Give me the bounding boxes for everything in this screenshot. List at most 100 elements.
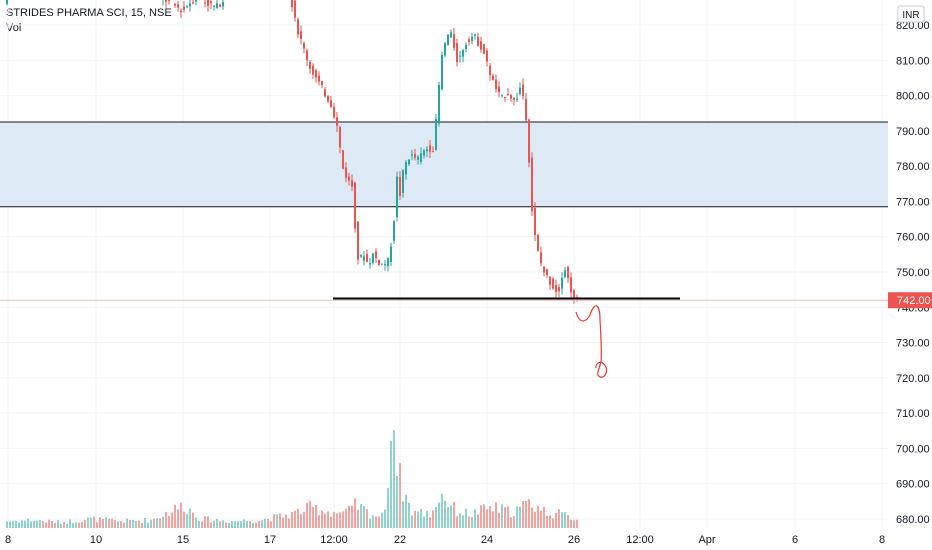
candle-body [348,176,350,181]
candle-body [327,96,329,102]
candle-body [375,251,377,259]
candle [300,25,302,45]
volume-bar [6,521,8,528]
candle-body [537,235,539,251]
volume-bar [288,518,290,528]
candle [207,0,209,12]
volume-bar [273,514,275,528]
volume-bar [252,522,254,528]
volume-bar [63,522,65,528]
candle-body [426,149,428,152]
volume-bar [204,516,206,528]
volume-bar [309,500,311,528]
candle [450,29,452,39]
volume-bar [297,508,299,528]
volume-bar [357,509,359,528]
volume-bar [168,516,170,528]
volume-bar [372,515,374,528]
candle-body [165,0,167,2]
candle [408,158,410,166]
candle-body [420,153,422,162]
volume-bar [342,511,344,528]
candle [429,140,431,158]
volume-bar [66,523,68,528]
volume-bar [96,522,98,528]
volume-bar [42,521,44,528]
volume-bar [195,517,197,528]
candle-body [408,159,410,165]
candle [357,221,359,265]
volume-bar [405,494,407,528]
volume-bar [258,521,260,528]
candle-body [525,98,527,121]
volume-bar [327,511,329,528]
volume-bar [30,521,32,528]
candle-body [411,154,413,156]
candle [447,33,449,46]
volume-bar [102,518,104,528]
candle-body [465,44,467,49]
candle [513,97,515,106]
volume-bar [438,502,440,528]
candle-body [393,221,395,241]
volume-bar [51,520,53,528]
candle-body [531,157,533,212]
candle-body [456,43,458,63]
volume-bar [111,518,113,528]
volume-bar [156,518,158,528]
candle-body [324,89,326,97]
volume-bar [489,506,491,528]
volume-bar [132,520,134,528]
volume-bar [99,517,101,528]
candle-body [294,0,296,18]
volume-bar [171,512,173,528]
candle-body [423,150,425,156]
volume-bar [474,509,476,528]
candle-body [417,156,419,160]
volume-bar [420,508,422,528]
candle-body [429,145,431,152]
candle [552,276,554,290]
volume-bar [456,516,458,528]
candle-body [315,70,317,78]
candle [483,43,485,55]
candle [333,103,335,120]
volume-bar [486,509,488,528]
candle-body [414,153,416,158]
candle-body [396,176,398,217]
candle-body [192,2,194,4]
volume-bar [483,504,485,528]
candle [459,50,461,63]
volume-bar [135,520,137,528]
volume-bar [264,518,266,528]
candle-body [318,75,320,82]
candle [291,0,293,12]
candle-body [459,55,461,57]
volume-bar [549,515,551,528]
candle [384,260,386,271]
volume-bar [237,521,239,528]
volume-bar [144,517,146,528]
volume-bar [45,522,47,528]
candle [351,174,353,192]
volume-bar [12,520,14,528]
candle-body [387,258,389,267]
candle [204,0,206,8]
y-tick-label: 820.00 [896,20,930,32]
candle [348,172,350,186]
volume-bar [495,502,497,528]
candle-body [168,0,170,1]
volume-bar [210,522,212,528]
candle-body [180,10,182,13]
candle-body [369,263,371,265]
volume-bar [270,521,272,528]
candle-body [345,167,347,178]
volume-bar [381,512,383,528]
candle-body [207,0,209,7]
volume-bar [453,501,455,528]
y-tick-label: 800.00 [896,91,930,103]
candle-body [516,98,518,100]
candle [540,246,542,267]
volume-bar [39,519,41,528]
